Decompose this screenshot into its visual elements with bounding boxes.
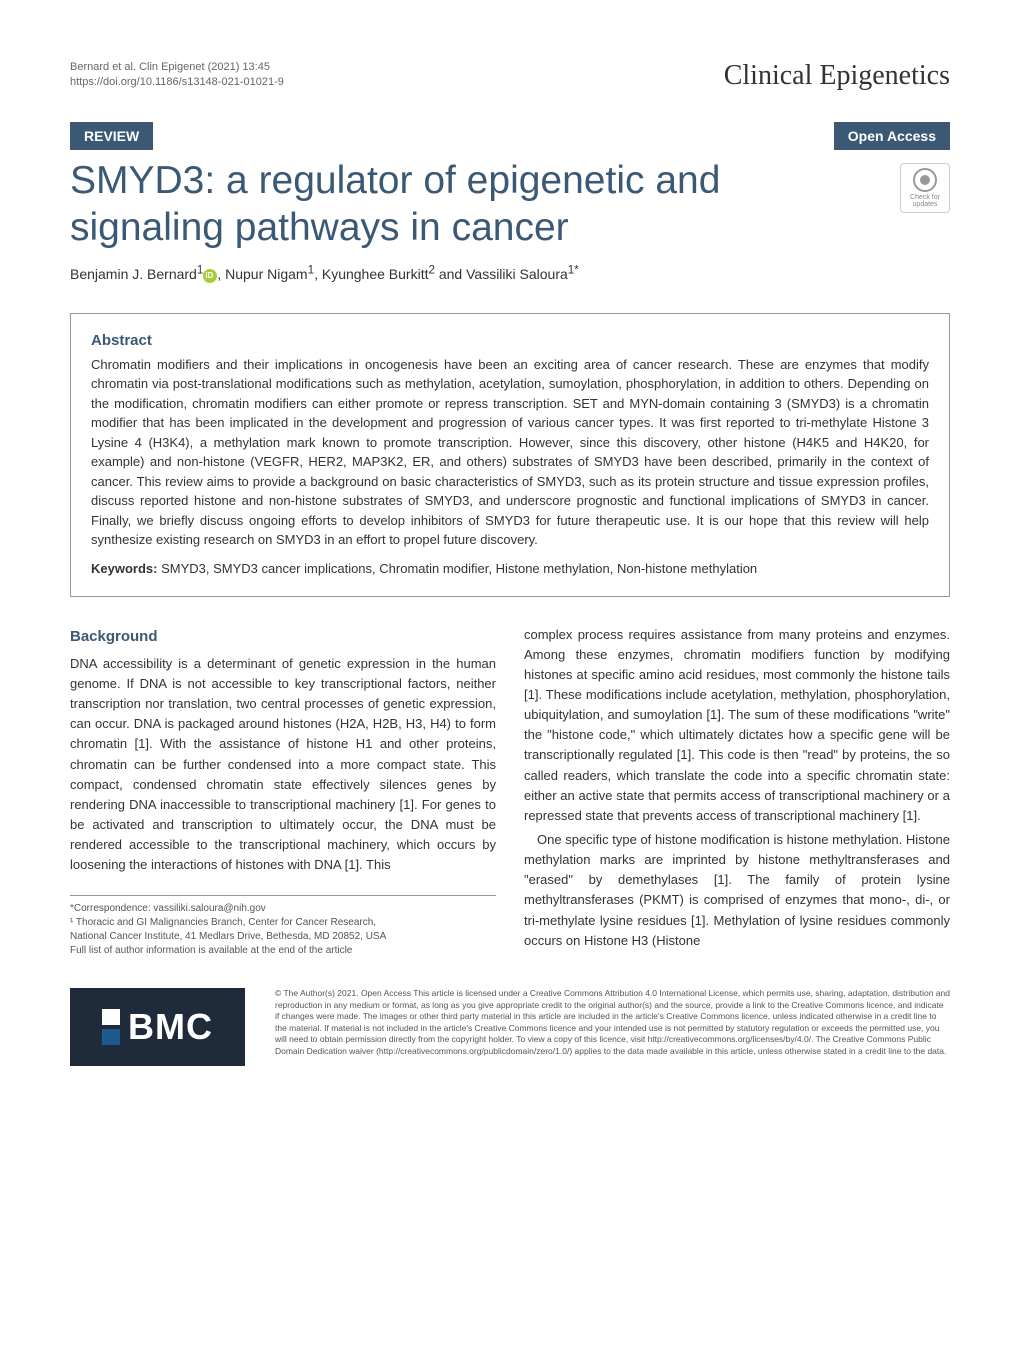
check-updates-icon (913, 168, 937, 192)
background-para-2: complex process requires assistance from… (524, 625, 950, 826)
background-heading: Background (70, 625, 496, 648)
journal-logo: Clinical Epigenetics (724, 60, 950, 92)
column-right: complex process requires assistance from… (524, 625, 950, 959)
correspondence-email: *Correspondence: vassiliki.saloura@nih.g… (70, 902, 496, 916)
footer: BMC © The Author(s) 2021. Open Access Th… (70, 988, 950, 1066)
bmc-square-icon (102, 1009, 120, 1045)
correspondence-affil2: National Cancer Institute, 41 Medlars Dr… (70, 930, 496, 944)
citation-doi: https://doi.org/10.1186/s13148-021-01021… (70, 75, 284, 90)
article-type-badge: REVIEW (70, 122, 153, 150)
citation-meta: Bernard et al. Clin Epigenet (2021) 13:4… (70, 60, 284, 91)
background-para-1: DNA accessibility is a determinant of ge… (70, 654, 496, 876)
authors-text: Benjamin J. Bernard1, Nupur Nigam1, Kyun… (70, 266, 579, 282)
keywords-line: Keywords: SMYD3, SMYD3 cancer implicatio… (91, 560, 929, 578)
body-columns: Background DNA accessibility is a determ… (70, 625, 950, 959)
open-access-badge: Open Access (834, 122, 950, 150)
correspondence-affil1: ¹ Thoracic and GI Malignancies Branch, C… (70, 916, 496, 930)
check-updates-button[interactable]: Check for updates (900, 163, 950, 213)
keywords-text: SMYD3, SMYD3 cancer implications, Chroma… (157, 561, 757, 576)
authors-line: Benjamin J. Bernard1, Nupur Nigam1, Kyun… (70, 264, 950, 283)
background-para-3: One specific type of histone modificatio… (524, 830, 950, 951)
abstract-heading: Abstract (91, 332, 929, 349)
keywords-label: Keywords: (91, 561, 157, 576)
bmc-text: BMC (128, 1006, 213, 1048)
bmc-logo: BMC (70, 988, 245, 1066)
abstract-text: Chromatin modifiers and their implicatio… (91, 355, 929, 550)
column-left: Background DNA accessibility is a determ… (70, 625, 496, 959)
check-updates-label: Check for updates (901, 194, 949, 208)
article-type-bar: REVIEW Open Access (70, 122, 950, 150)
orcid-icon[interactable] (203, 269, 217, 283)
article-title: SMYD3: a regulator of epigenetic and sig… (70, 158, 880, 252)
citation-line1: Bernard et al. Clin Epigenet (2021) 13:4… (70, 60, 284, 75)
license-text: © The Author(s) 2021. Open Access This a… (275, 988, 950, 1057)
correspondence-note: Full list of author information is avail… (70, 944, 496, 958)
abstract-box: Abstract Chromatin modifiers and their i… (70, 313, 950, 597)
header-meta: Bernard et al. Clin Epigenet (2021) 13:4… (70, 60, 950, 92)
correspondence-block: *Correspondence: vassiliki.saloura@nih.g… (70, 895, 496, 958)
